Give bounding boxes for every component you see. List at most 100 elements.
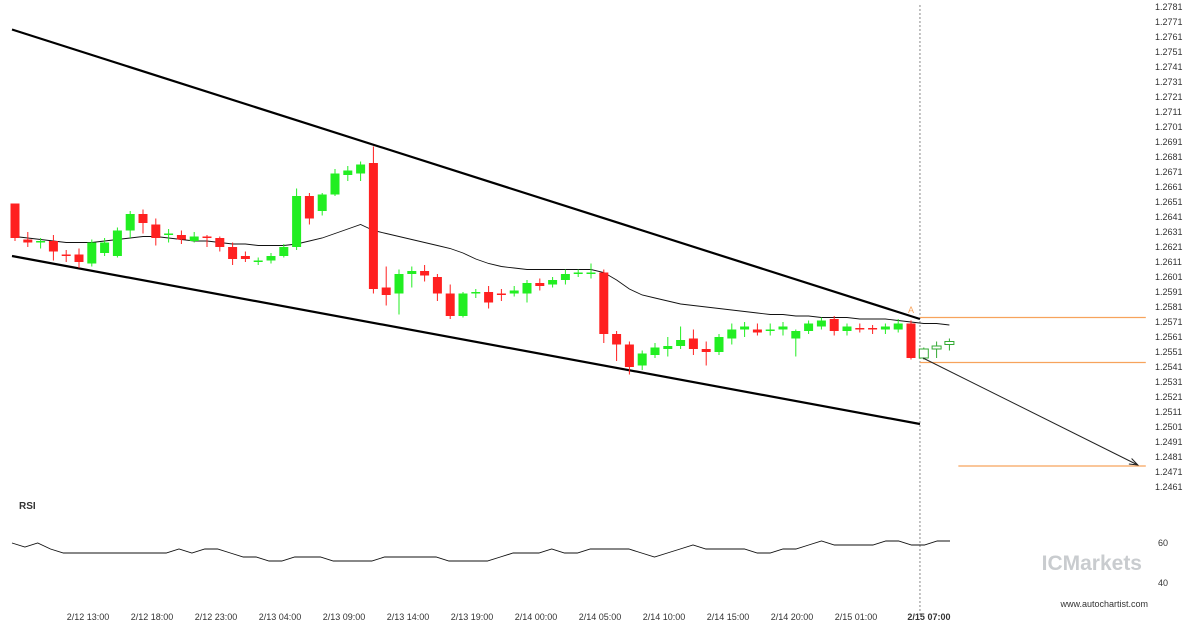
y-tick-label: 1.2651 <box>1155 197 1183 207</box>
candle-body <box>36 241 46 243</box>
x-tick-label: 2/13 19:00 <box>451 612 494 622</box>
rsi-line <box>11 540 950 562</box>
candle-body <box>240 256 250 259</box>
candle <box>701 341 711 366</box>
candle <box>471 289 481 298</box>
candle <box>663 337 673 357</box>
x-tick-label: 2/12 13:00 <box>67 612 110 622</box>
y-tick-label: 1.2641 <box>1155 212 1183 222</box>
candle-body <box>356 164 366 174</box>
candle <box>573 269 583 277</box>
candle-body <box>752 329 762 333</box>
candle-body <box>778 326 788 330</box>
y-tick-label: 1.2751 <box>1155 47 1183 57</box>
candle-body <box>253 260 263 262</box>
candle-body <box>727 329 737 339</box>
candle-body <box>202 236 212 238</box>
y-tick-label: 1.2731 <box>1155 77 1183 87</box>
candle <box>138 209 148 234</box>
y-tick-label: 1.2561 <box>1155 332 1183 342</box>
candle-body <box>548 280 558 285</box>
channel-lines <box>11 28 921 426</box>
y-tick-label: 1.2531 <box>1155 377 1183 387</box>
candle-body <box>164 233 174 235</box>
candle <box>637 350 647 370</box>
candle-body <box>151 224 161 238</box>
y-tick-label: 1.2691 <box>1155 137 1183 147</box>
candle-body <box>100 242 110 253</box>
y-tick-label: 1.2591 <box>1155 287 1183 297</box>
candle <box>688 329 698 355</box>
candle-body <box>804 323 814 331</box>
candle <box>432 274 442 301</box>
candle <box>548 277 558 288</box>
y-tick-label: 1.2631 <box>1155 227 1183 237</box>
y-tick-label: 1.2511 <box>1155 407 1182 417</box>
candle-body <box>445 293 455 316</box>
candle-body <box>918 348 929 359</box>
candle <box>893 319 903 333</box>
candle <box>240 251 250 262</box>
arrow-head <box>1128 458 1140 466</box>
candle <box>944 338 955 351</box>
candle <box>48 235 58 261</box>
candle-body <box>381 287 391 295</box>
candle-body <box>688 338 698 349</box>
candle <box>164 229 174 243</box>
candle-body <box>612 334 622 345</box>
candle <box>112 227 122 258</box>
candle-body <box>522 283 532 294</box>
candle-body <box>10 203 20 238</box>
x-tick-label: 2/14 10:00 <box>643 612 686 622</box>
candle <box>804 320 814 334</box>
x-tick-label: 2/13 04:00 <box>259 612 302 622</box>
candle-body <box>215 238 225 247</box>
rsi-title: RSI <box>19 501 36 512</box>
y-tick-label: 1.2621 <box>1155 242 1183 252</box>
candle <box>266 253 276 264</box>
candle <box>343 166 353 181</box>
candle-body <box>560 274 570 280</box>
candle-body <box>74 254 84 262</box>
candle <box>906 320 916 360</box>
candle <box>612 331 622 361</box>
candle <box>125 211 135 238</box>
projection-arrow <box>922 357 1140 466</box>
y-tick-label: 1.2741 <box>1155 62 1183 72</box>
candle <box>356 161 366 181</box>
candle <box>791 329 801 357</box>
candle <box>868 325 878 334</box>
signal-marker-label: A <box>908 305 914 315</box>
y-tick-label: 1.2481 <box>1155 452 1183 462</box>
candle-body <box>279 247 289 256</box>
credit-text: www.autochartist.com <box>1059 599 1148 609</box>
candle <box>228 242 238 265</box>
candle-body <box>368 163 378 289</box>
candle-body <box>906 323 916 358</box>
candle <box>676 326 686 349</box>
candle-body <box>61 254 71 256</box>
candle <box>509 286 519 297</box>
x-tick-label: 2/12 18:00 <box>131 612 174 622</box>
candle-body <box>407 271 417 274</box>
candle-body <box>458 293 468 316</box>
channel-upper-line <box>11 28 921 321</box>
candle <box>918 347 929 360</box>
candle-body <box>842 326 852 331</box>
candle-body <box>637 353 647 366</box>
candle-body <box>765 329 775 331</box>
candle <box>445 284 455 319</box>
y-tick-label: 1.2521 <box>1155 392 1183 402</box>
candle-body <box>112 230 122 256</box>
time-axis: 2/12 13:00 2/12 18:00 2/12 23:00 2/13 04:00… <box>67 612 951 622</box>
candle <box>714 334 724 355</box>
candle <box>496 289 506 301</box>
rsi-panel: RSI 60 40 <box>11 501 1168 588</box>
moving-average <box>14 224 950 326</box>
candle <box>816 317 826 330</box>
candle <box>931 341 942 358</box>
projection-line <box>922 357 1139 466</box>
candle-body <box>266 256 276 261</box>
candle <box>253 257 263 265</box>
